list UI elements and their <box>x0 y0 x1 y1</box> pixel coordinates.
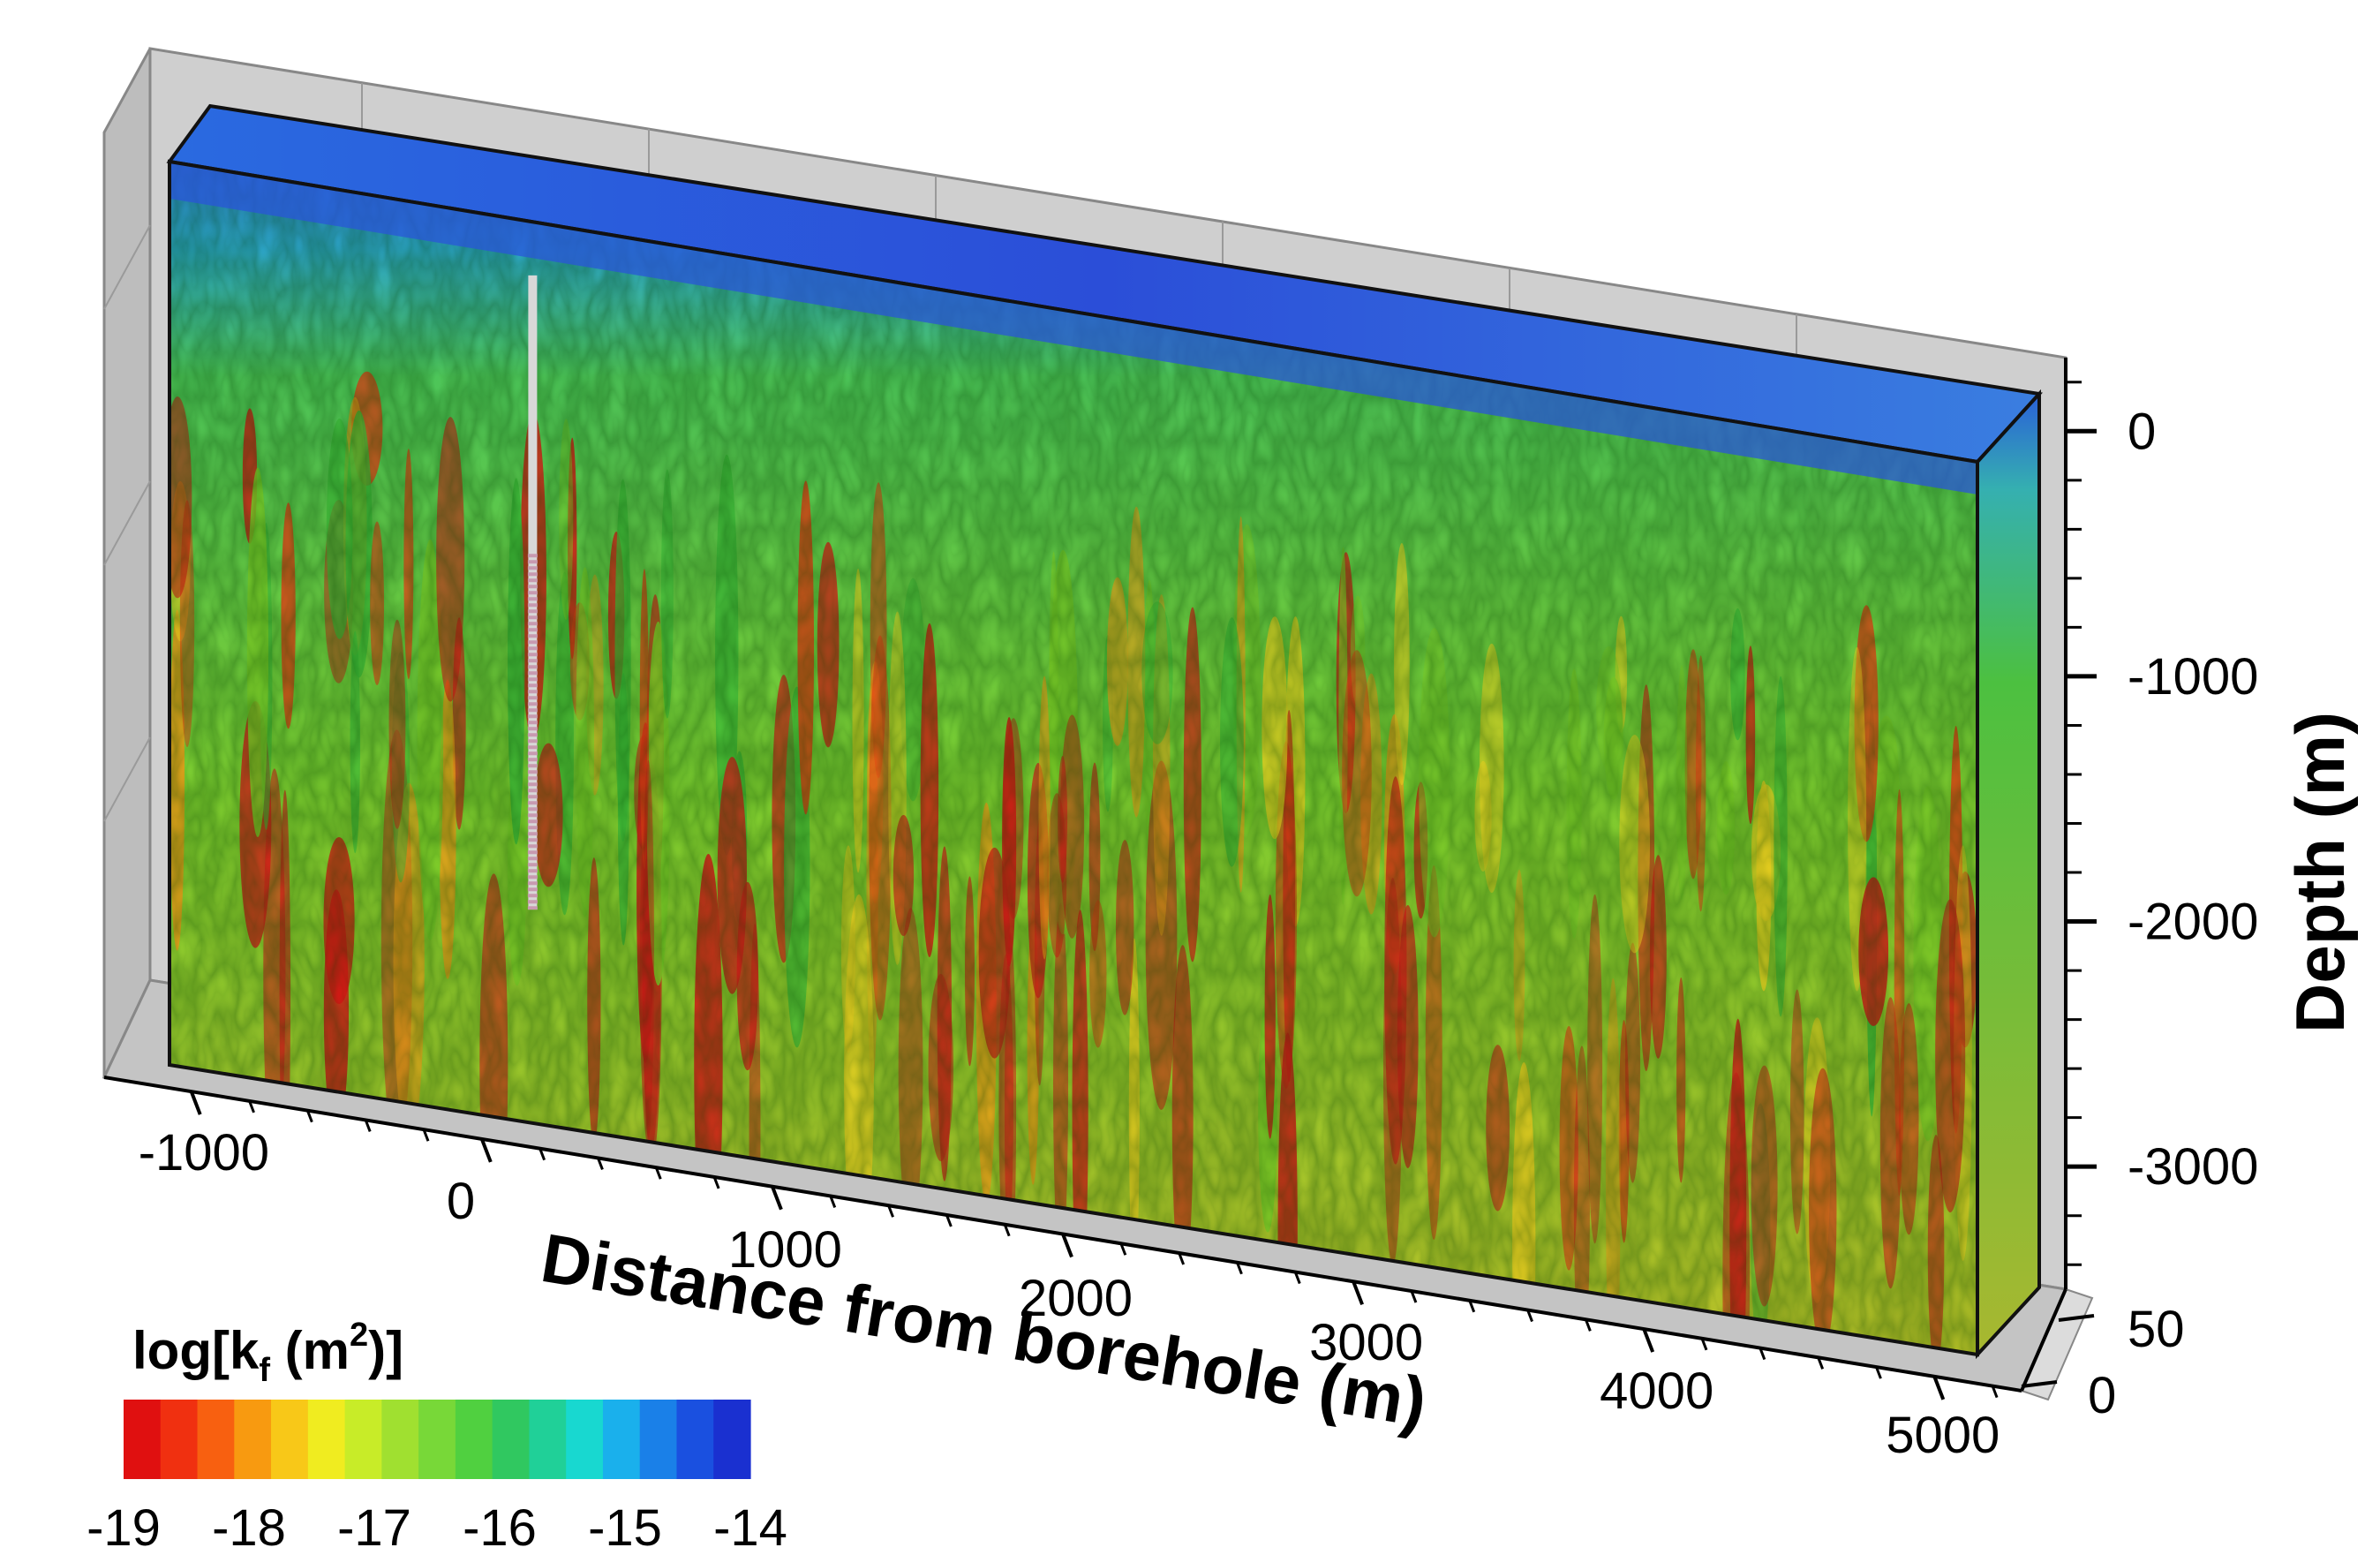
x-tick-mark <box>1642 1328 1655 1353</box>
x-minor-tick <box>1991 1385 1999 1399</box>
y-tick-label: 0 <box>2128 403 2156 460</box>
colorbar-swatch <box>381 1400 419 1479</box>
x-minor-tick <box>539 1148 546 1161</box>
colorbar-swatch <box>566 1400 604 1479</box>
volume-right-face <box>1976 389 2041 1360</box>
x-minor-tick <box>1003 1224 1011 1237</box>
x-minor-tick <box>887 1204 894 1218</box>
x-tick-mark <box>1932 1376 1946 1400</box>
x-tick-label: 3000 <box>1309 1314 1423 1371</box>
colorbar-tick-label: -19 <box>87 1499 161 1555</box>
x-minor-tick <box>248 1100 255 1113</box>
x-minor-tick <box>654 1166 662 1180</box>
colorbar-swatch <box>639 1400 678 1479</box>
colorbar-title-unit: (m <box>270 1321 350 1380</box>
x-tick-mark <box>771 1185 783 1211</box>
x-minor-tick <box>1526 1310 1533 1323</box>
x-minor-tick <box>305 1110 313 1123</box>
x-tick-mark <box>1352 1280 1364 1306</box>
y-tick-label: -2000 <box>2128 894 2258 951</box>
x-minor-tick <box>597 1157 604 1170</box>
colorbar-tick-label: -14 <box>713 1499 787 1555</box>
x-minor-tick <box>945 1214 953 1227</box>
x-minor-tick <box>422 1129 430 1142</box>
x-tick-label: 5000 <box>1886 1407 2000 1464</box>
colorbar-title: log[kf (m2)] <box>132 1317 403 1389</box>
colorbar-swatch <box>418 1400 456 1479</box>
x-minor-tick <box>712 1176 720 1189</box>
z-tick-label: 0 <box>2088 1367 2116 1424</box>
colorbar-title-sup: 2 <box>350 1317 368 1354</box>
colorbar-swatch <box>197 1400 235 1479</box>
z-tick-mark <box>2058 1314 2095 1322</box>
x-minor-tick <box>1468 1300 1476 1313</box>
colorbar-legend: log[kf (m2)] -19 -18 -17 -16 -15 -14 <box>87 1317 787 1555</box>
colorbar-swatches <box>124 1400 751 1479</box>
x-minor-tick <box>364 1119 372 1132</box>
colorbar-swatch <box>234 1400 272 1479</box>
z-axis-ticks: 500 <box>2021 1301 2185 1424</box>
colorbar-swatch <box>602 1400 641 1479</box>
x-tick-label: 0 <box>447 1173 475 1230</box>
x-tick-mark <box>1061 1233 1073 1258</box>
x-tick-label: 1000 <box>728 1221 842 1279</box>
x-tick-label: 2000 <box>1019 1270 1133 1327</box>
y-axis-ticks: 0 -1000 -2000 -3000 <box>2066 381 2258 1266</box>
y-axis-title: Depth (m) <box>2281 712 2359 1033</box>
z-tick-label: 50 <box>2128 1301 2185 1358</box>
colorbar-swatch <box>124 1400 162 1479</box>
colorbar-tick-label: -16 <box>463 1499 537 1555</box>
colorbar-tick-label: -15 <box>588 1499 662 1555</box>
x-minor-tick <box>1119 1242 1127 1256</box>
colorbar-swatch <box>271 1400 309 1479</box>
x-minor-tick <box>1759 1347 1766 1361</box>
colorbar-title-sub: f <box>259 1352 270 1389</box>
permeability-field <box>169 162 1977 1355</box>
colorbar-swatch <box>676 1400 714 1479</box>
y-tick-label: -1000 <box>2128 648 2258 706</box>
x-minor-tick <box>1178 1252 1186 1265</box>
colorbar-ticks: -19 -18 -17 -16 -15 -14 <box>87 1499 787 1555</box>
colorbar-title-end: )] <box>368 1321 403 1380</box>
colorbar-swatch <box>307 1400 346 1479</box>
x-tick-mark <box>189 1091 202 1115</box>
x-minor-tick <box>1700 1338 1708 1351</box>
x-minor-tick <box>829 1195 837 1209</box>
x-minor-tick <box>1875 1366 1882 1379</box>
colorbar-swatch <box>344 1400 382 1479</box>
x-tick-mark <box>479 1138 493 1163</box>
x-minor-tick <box>1293 1271 1301 1285</box>
colorbar-title-main: log[k <box>132 1321 260 1380</box>
colorbar-swatch <box>492 1400 531 1479</box>
x-minor-tick <box>1410 1290 1418 1303</box>
colorbar-swatch <box>455 1400 493 1479</box>
x-minor-tick <box>1584 1318 1592 1332</box>
left-wall <box>102 48 152 1078</box>
volume-front-face <box>168 159 1979 1357</box>
x-axis-ticks: -1000 0 1000 2000 3000 4000 5000 <box>139 1091 2000 1464</box>
x-minor-tick <box>1236 1262 1243 1275</box>
x-tick-label: 4000 <box>1600 1363 1713 1420</box>
x-tick-label: -1000 <box>139 1124 269 1181</box>
x-minor-tick <box>1817 1356 1825 1370</box>
colorbar-swatch <box>529 1400 567 1479</box>
y-tick-label: -3000 <box>2128 1138 2258 1196</box>
z-tick-mark <box>2021 1380 2058 1388</box>
colorbar-swatch <box>160 1400 199 1479</box>
colorbar-tick-label: -18 <box>212 1499 286 1555</box>
colorbar-swatch <box>713 1400 751 1479</box>
colorbar-tick-label: -17 <box>337 1499 411 1555</box>
